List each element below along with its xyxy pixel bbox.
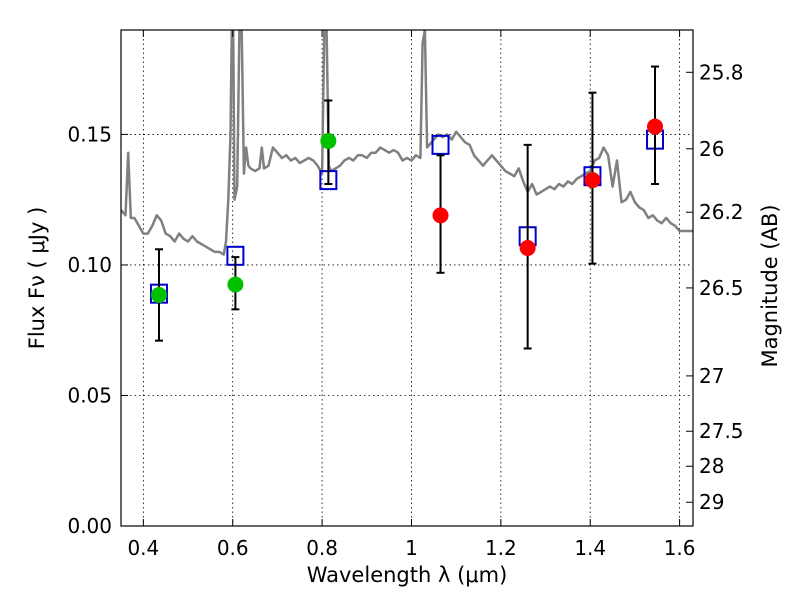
x-axis-label: Wavelength λ (μm) (307, 563, 508, 587)
magnitude-tick-label: 25.8 (699, 60, 744, 84)
red-data-point (519, 239, 536, 256)
magnitude-axis: 25.8 26 26.2 26.5 27 27.5 28 29 (686, 60, 744, 514)
y-tick-label: 0.10 (67, 253, 112, 277)
magnitude-tick-label: 27 (699, 364, 724, 388)
model-square-marker (431, 134, 450, 155)
y-tick-label: 0.05 (67, 383, 112, 407)
red-data-point (584, 172, 601, 189)
magnitude-tick-label: 26.5 (699, 276, 744, 300)
spectrum-layer (121, 30, 693, 256)
green-data-point (227, 276, 244, 293)
points-layer (149, 65, 665, 350)
magnitude-tick-label: 26 (699, 137, 724, 161)
spectrum-line (121, 30, 693, 256)
x-tick-label: 1 (405, 536, 418, 560)
x-tick-label: 1.6 (664, 536, 696, 560)
x-tick-label: 0.4 (127, 536, 159, 560)
red-data-point (432, 207, 449, 224)
y-axis-label: Flux Fν ( μJy ) (25, 207, 49, 350)
y-axis: 0.00 0.05 0.10 0.15 (67, 122, 128, 538)
y-tick-label: 0.00 (67, 514, 112, 538)
y-tick-label: 0.15 (67, 122, 112, 146)
x-axis: 0.4 0.6 0.8 1 1.2 1.4 1.6 (127, 30, 696, 560)
green-data-point (320, 132, 337, 149)
x-tick-label: 0.6 (217, 536, 249, 560)
magnitude-tick-label: 28 (699, 454, 724, 478)
grid-lines (121, 30, 693, 526)
magnitude-tick-label: 26.2 (699, 200, 744, 224)
x-tick-label: 1.4 (574, 536, 606, 560)
x-tick-label: 1.2 (485, 536, 517, 560)
plot-frame (120, 29, 694, 527)
magnitude-tick-label: 29 (699, 490, 724, 514)
red-data-point (647, 118, 664, 135)
right-axis-label: Magnitude (AB) (758, 204, 782, 367)
green-data-point (150, 286, 167, 303)
magnitude-tick-label: 27.5 (699, 419, 744, 443)
x-tick-label: 0.8 (306, 536, 338, 560)
